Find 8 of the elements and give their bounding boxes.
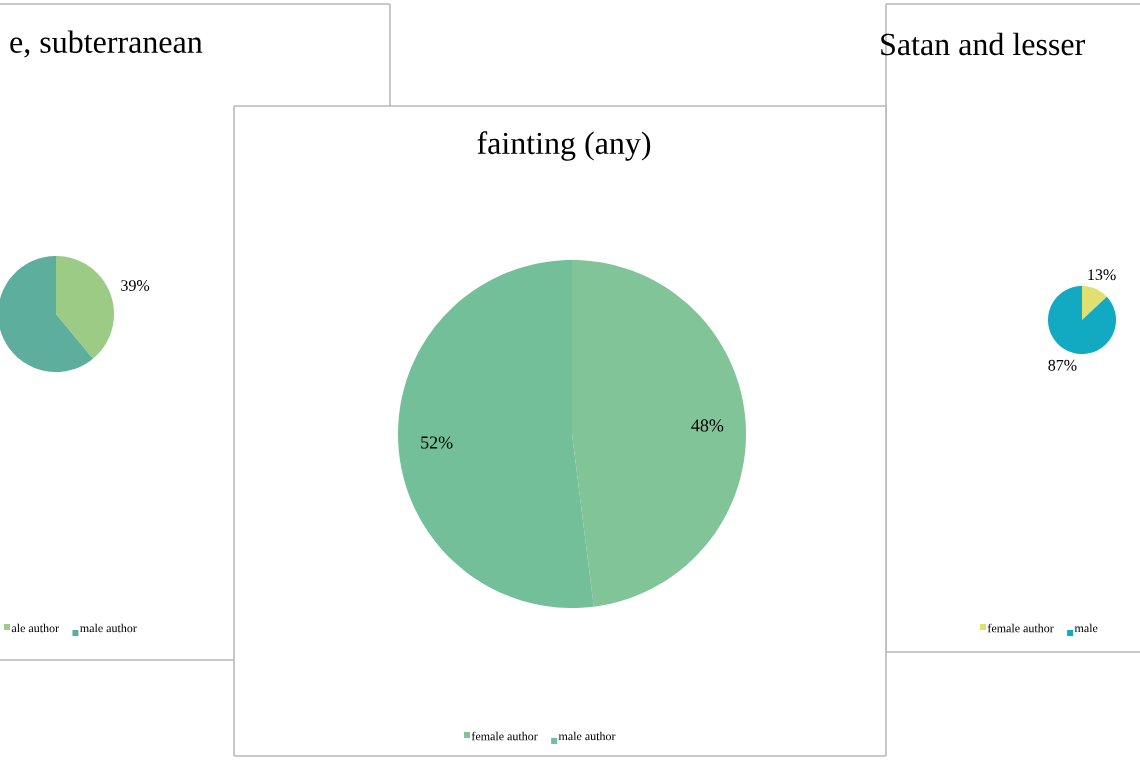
data-label: 13% (1088, 269, 1116, 281)
chart-title: fainting (any) (477, 131, 651, 161)
data-label: 52% (421, 436, 453, 449)
chart-title: e, subterranean (10, 30, 203, 58)
data-label: 48% (691, 419, 724, 432)
data-label: 87% (1048, 359, 1077, 371)
chart-title: Satan and lesser (881, 32, 1085, 56)
data-label: 39% (121, 280, 150, 291)
